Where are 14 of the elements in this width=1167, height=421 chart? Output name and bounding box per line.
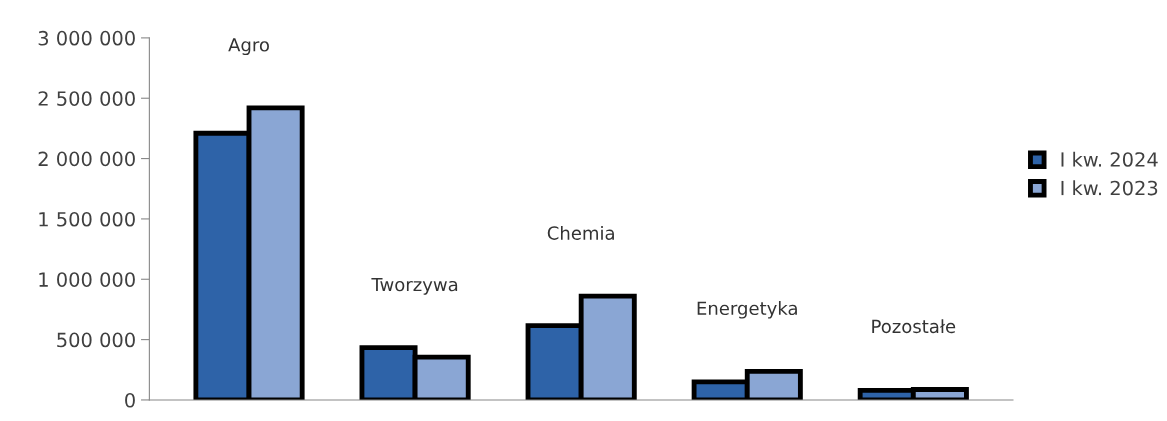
legend-label: I kw. 2023 (1061, 180, 1158, 196)
y-tick-label: 2 500 000 (38, 91, 135, 106)
y-tick-label: 1 500 000 (39, 211, 135, 227)
x-tick-label: Energetyka (697, 301, 797, 319)
x-tick-label: Chemia (547, 225, 614, 240)
y-tick-label: 0 (125, 392, 135, 408)
y-tick-label: 3 000 000 (38, 30, 135, 46)
y-tick-label: 2 000 000 (38, 151, 135, 167)
x-tick-label: Pozostałe (872, 319, 956, 334)
x-tick-label: Tworzywa (371, 277, 458, 295)
y-tick-label: 1 000 000 (39, 272, 135, 287)
legend-label: I kw. 2024 (1061, 151, 1158, 167)
y-tick-label: 500 000 (57, 332, 135, 348)
x-tick-label: Agro (228, 38, 269, 56)
